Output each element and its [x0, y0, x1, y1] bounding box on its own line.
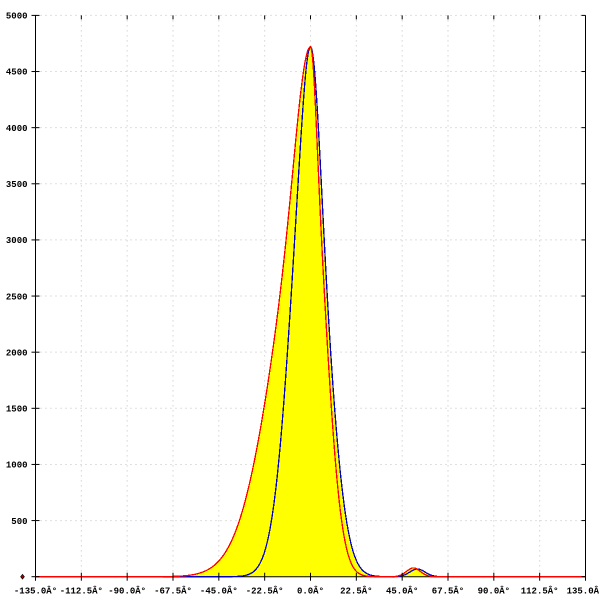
svg-text:22.5Â°: 22.5Â° [340, 586, 372, 597]
svg-text:-112.5Â°: -112.5Â° [60, 586, 103, 597]
svg-text:3500: 3500 [6, 180, 28, 190]
svg-text:112.5Â°: 112.5Â° [521, 586, 559, 597]
svg-text:-135.0Â°: -135.0Â° [14, 586, 57, 597]
svg-text:90.0Â°: 90.0Â° [478, 586, 510, 597]
svg-text:3000: 3000 [6, 236, 28, 246]
svg-text:-67.5Â°: -67.5Â° [154, 586, 192, 597]
svg-text:1500: 1500 [6, 405, 28, 415]
svg-text:2500: 2500 [6, 292, 28, 302]
svg-text:-90.0Â°: -90.0Â° [108, 586, 146, 597]
svg-text:0.0Â°: 0.0Â° [297, 586, 324, 597]
svg-text:2000: 2000 [6, 348, 28, 358]
svg-text:45.0Â°: 45.0Â° [386, 586, 418, 597]
svg-text:-22.5Â°: -22.5Â° [246, 586, 284, 597]
svg-text:1000: 1000 [6, 461, 28, 471]
svg-text:135.0Â°: 135.0Â° [567, 586, 600, 597]
svg-text:-45.0Â°: -45.0Â° [200, 586, 238, 597]
svg-text:67.5Â°: 67.5Â° [432, 586, 464, 597]
svg-text:4500: 4500 [6, 68, 28, 78]
svg-text:500: 500 [11, 517, 27, 527]
svg-text:5000: 5000 [6, 12, 28, 22]
svg-text:4000: 4000 [6, 124, 28, 134]
